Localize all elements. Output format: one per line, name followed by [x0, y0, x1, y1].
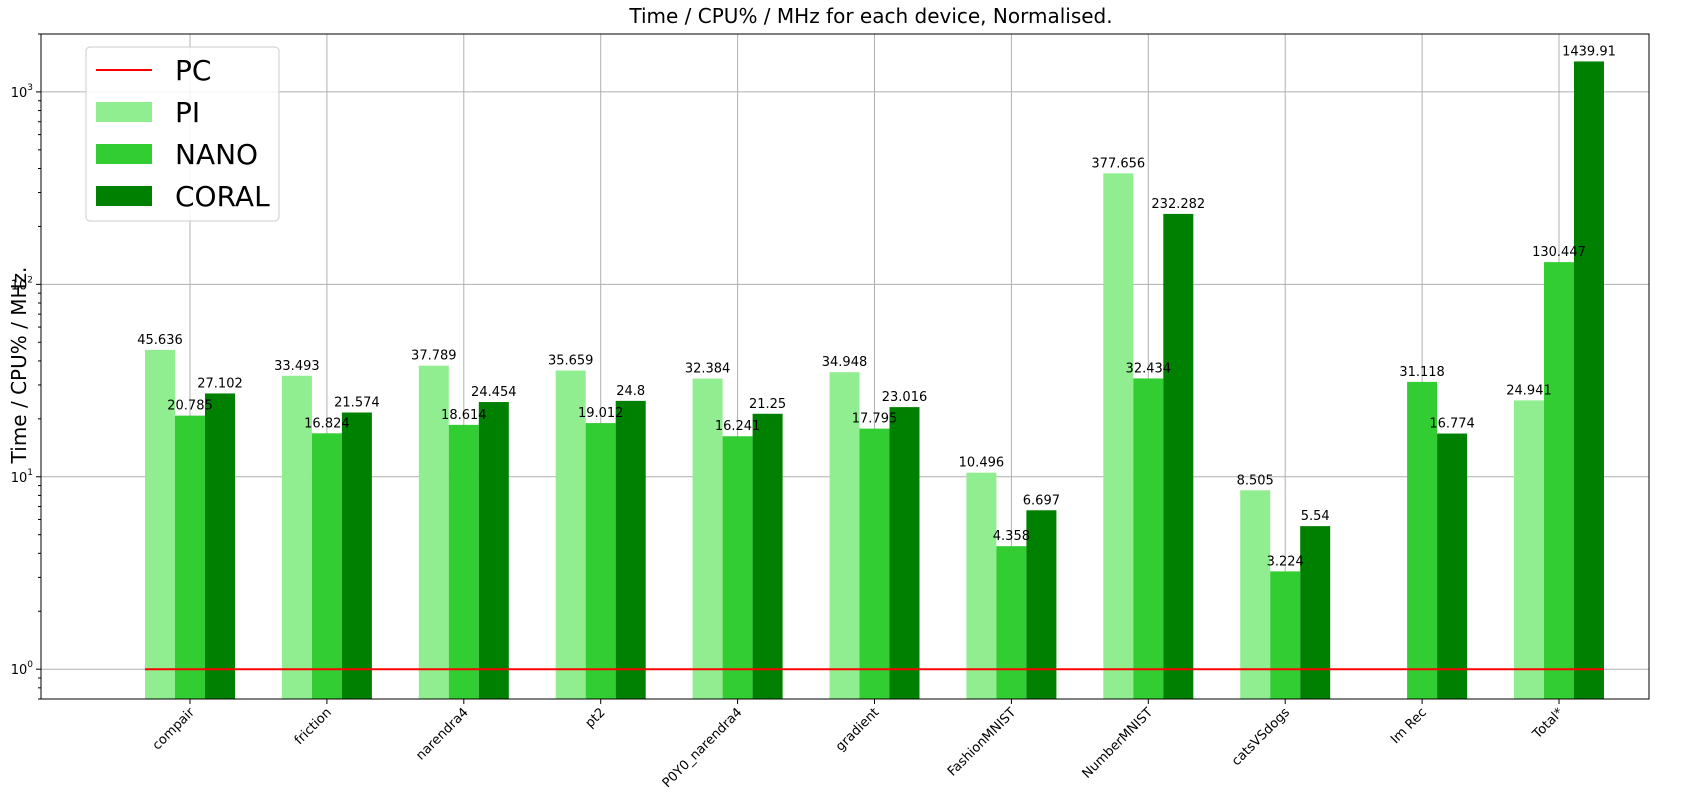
data-label-pi: 10.496 [959, 456, 1005, 471]
bar-pi [1240, 490, 1271, 699]
x-tick-label: narendra4 [413, 705, 471, 763]
data-label-pi: 37.789 [411, 349, 457, 364]
x-tick-label: Total* [1529, 705, 1567, 743]
data-label-coral: 5.54 [1301, 509, 1330, 524]
data-labels: 45.636 33.493 37.789 35.659 32.384 34.948 10.4… [137, 44, 1616, 569]
data-label-nano: 32.434 [1126, 361, 1172, 376]
legend-swatch-coral [96, 186, 152, 206]
data-label-pi: 32.384 [685, 362, 731, 377]
y-axis-label: Time / CPU% / MHz. [7, 267, 31, 465]
legend-swatch-pi [96, 102, 152, 122]
data-label-coral: 16.774 [1429, 417, 1475, 432]
chart-title: Time / CPU% / MHz for each device, Norma… [628, 4, 1112, 28]
legend-label-nano: NANO [175, 138, 258, 171]
bar-coral [752, 413, 783, 699]
data-label-pi: 34.948 [822, 355, 868, 370]
data-label-nano: 18.614 [441, 408, 487, 423]
data-label-pi: 377.656 [1091, 156, 1145, 171]
y-tick-label: 102 [11, 275, 33, 293]
bar-nano [1407, 381, 1438, 699]
data-label-nano: 16.824 [304, 416, 350, 431]
data-label-coral: 1439.91 [1562, 44, 1616, 59]
data-label-nano: 17.795 [852, 412, 898, 427]
data-label-coral: 24.454 [471, 385, 517, 400]
data-label-nano: 16.241 [715, 419, 761, 434]
data-label-coral: 27.102 [197, 376, 243, 391]
bar-coral [1437, 433, 1468, 699]
bar-nano [175, 415, 205, 699]
bar-coral [341, 412, 372, 699]
x-tick-label: FashionMNIST [945, 705, 1019, 779]
legend: PC PI NANO CORAL [85, 46, 280, 222]
x-tick-label: pt2 [583, 705, 609, 731]
bar-coral [615, 400, 646, 699]
data-label-coral: 232.282 [1151, 197, 1205, 212]
x-tick-label: gradient [833, 705, 882, 754]
data-label-coral: 6.697 [1023, 493, 1060, 508]
legend-label-pi: PI [175, 96, 200, 129]
data-label-pi: 45.636 [137, 333, 183, 348]
data-label-nano: 19.012 [578, 406, 624, 421]
bar-pi [418, 365, 449, 699]
data-label-nano: 3.224 [1267, 554, 1304, 569]
legend-label-coral: CORAL [175, 180, 270, 213]
bar-coral [1163, 213, 1194, 699]
bar-pi [555, 370, 586, 699]
legend-swatch-nano [96, 144, 152, 164]
bar-pi [1514, 400, 1544, 699]
bar-nano [585, 423, 616, 699]
data-label-pi: 8.505 [1237, 473, 1274, 488]
bar-coral [478, 402, 509, 699]
bar-pi [1103, 173, 1134, 699]
bar-nano [996, 546, 1027, 699]
bar-pi [145, 349, 175, 699]
data-label-coral: 21.574 [334, 396, 380, 411]
data-label-nano: 130.447 [1532, 245, 1586, 260]
bar-coral [1026, 510, 1057, 699]
bar-coral [1574, 61, 1604, 699]
data-label-pi: 24.941 [1506, 383, 1552, 398]
data-label-pi: 35.659 [548, 354, 594, 369]
data-label-coral: 24.8 [616, 384, 645, 399]
data-label-nano: 31.118 [1399, 365, 1445, 380]
x-tick-label: NumberMNIST [1080, 705, 1157, 782]
x-tick-label: friction [292, 705, 335, 748]
bar-nano [448, 424, 479, 699]
bar-nano [859, 428, 890, 699]
bar-coral [205, 393, 235, 699]
data-label-pi: 33.493 [274, 359, 320, 374]
data-label-coral: 21.25 [749, 397, 786, 412]
bar-pi [692, 378, 723, 699]
legend-box [85, 46, 280, 222]
y-tick-label: 103 [11, 83, 33, 101]
bar-pi [829, 372, 860, 699]
data-label-coral: 23.016 [882, 390, 928, 405]
x-tick-label: catsVSdogs [1229, 705, 1293, 769]
bar-pi [281, 375, 312, 699]
data-label-nano: 20.785 [167, 399, 213, 414]
bar-coral [889, 407, 920, 699]
bar-nano [1133, 378, 1164, 699]
bar-nano [311, 433, 342, 699]
bar-nano [1270, 571, 1301, 699]
x-tick-label: P0Y0_narendra4 [660, 705, 746, 791]
plot-frame [40, 33, 1650, 700]
x-tick-label: compair [150, 705, 199, 754]
bar-nano [722, 436, 753, 699]
legend-label-pc: PC [175, 54, 211, 87]
bars [145, 61, 1604, 699]
y-tick-label: 100 [11, 660, 34, 678]
y-tick-label: 101 [11, 468, 33, 486]
bar-pi [966, 472, 997, 699]
bar-coral [1300, 526, 1331, 699]
x-tick-label: Im Rec [1388, 705, 1430, 747]
data-label-nano: 4.358 [993, 529, 1030, 544]
bar-nano [1544, 262, 1574, 699]
